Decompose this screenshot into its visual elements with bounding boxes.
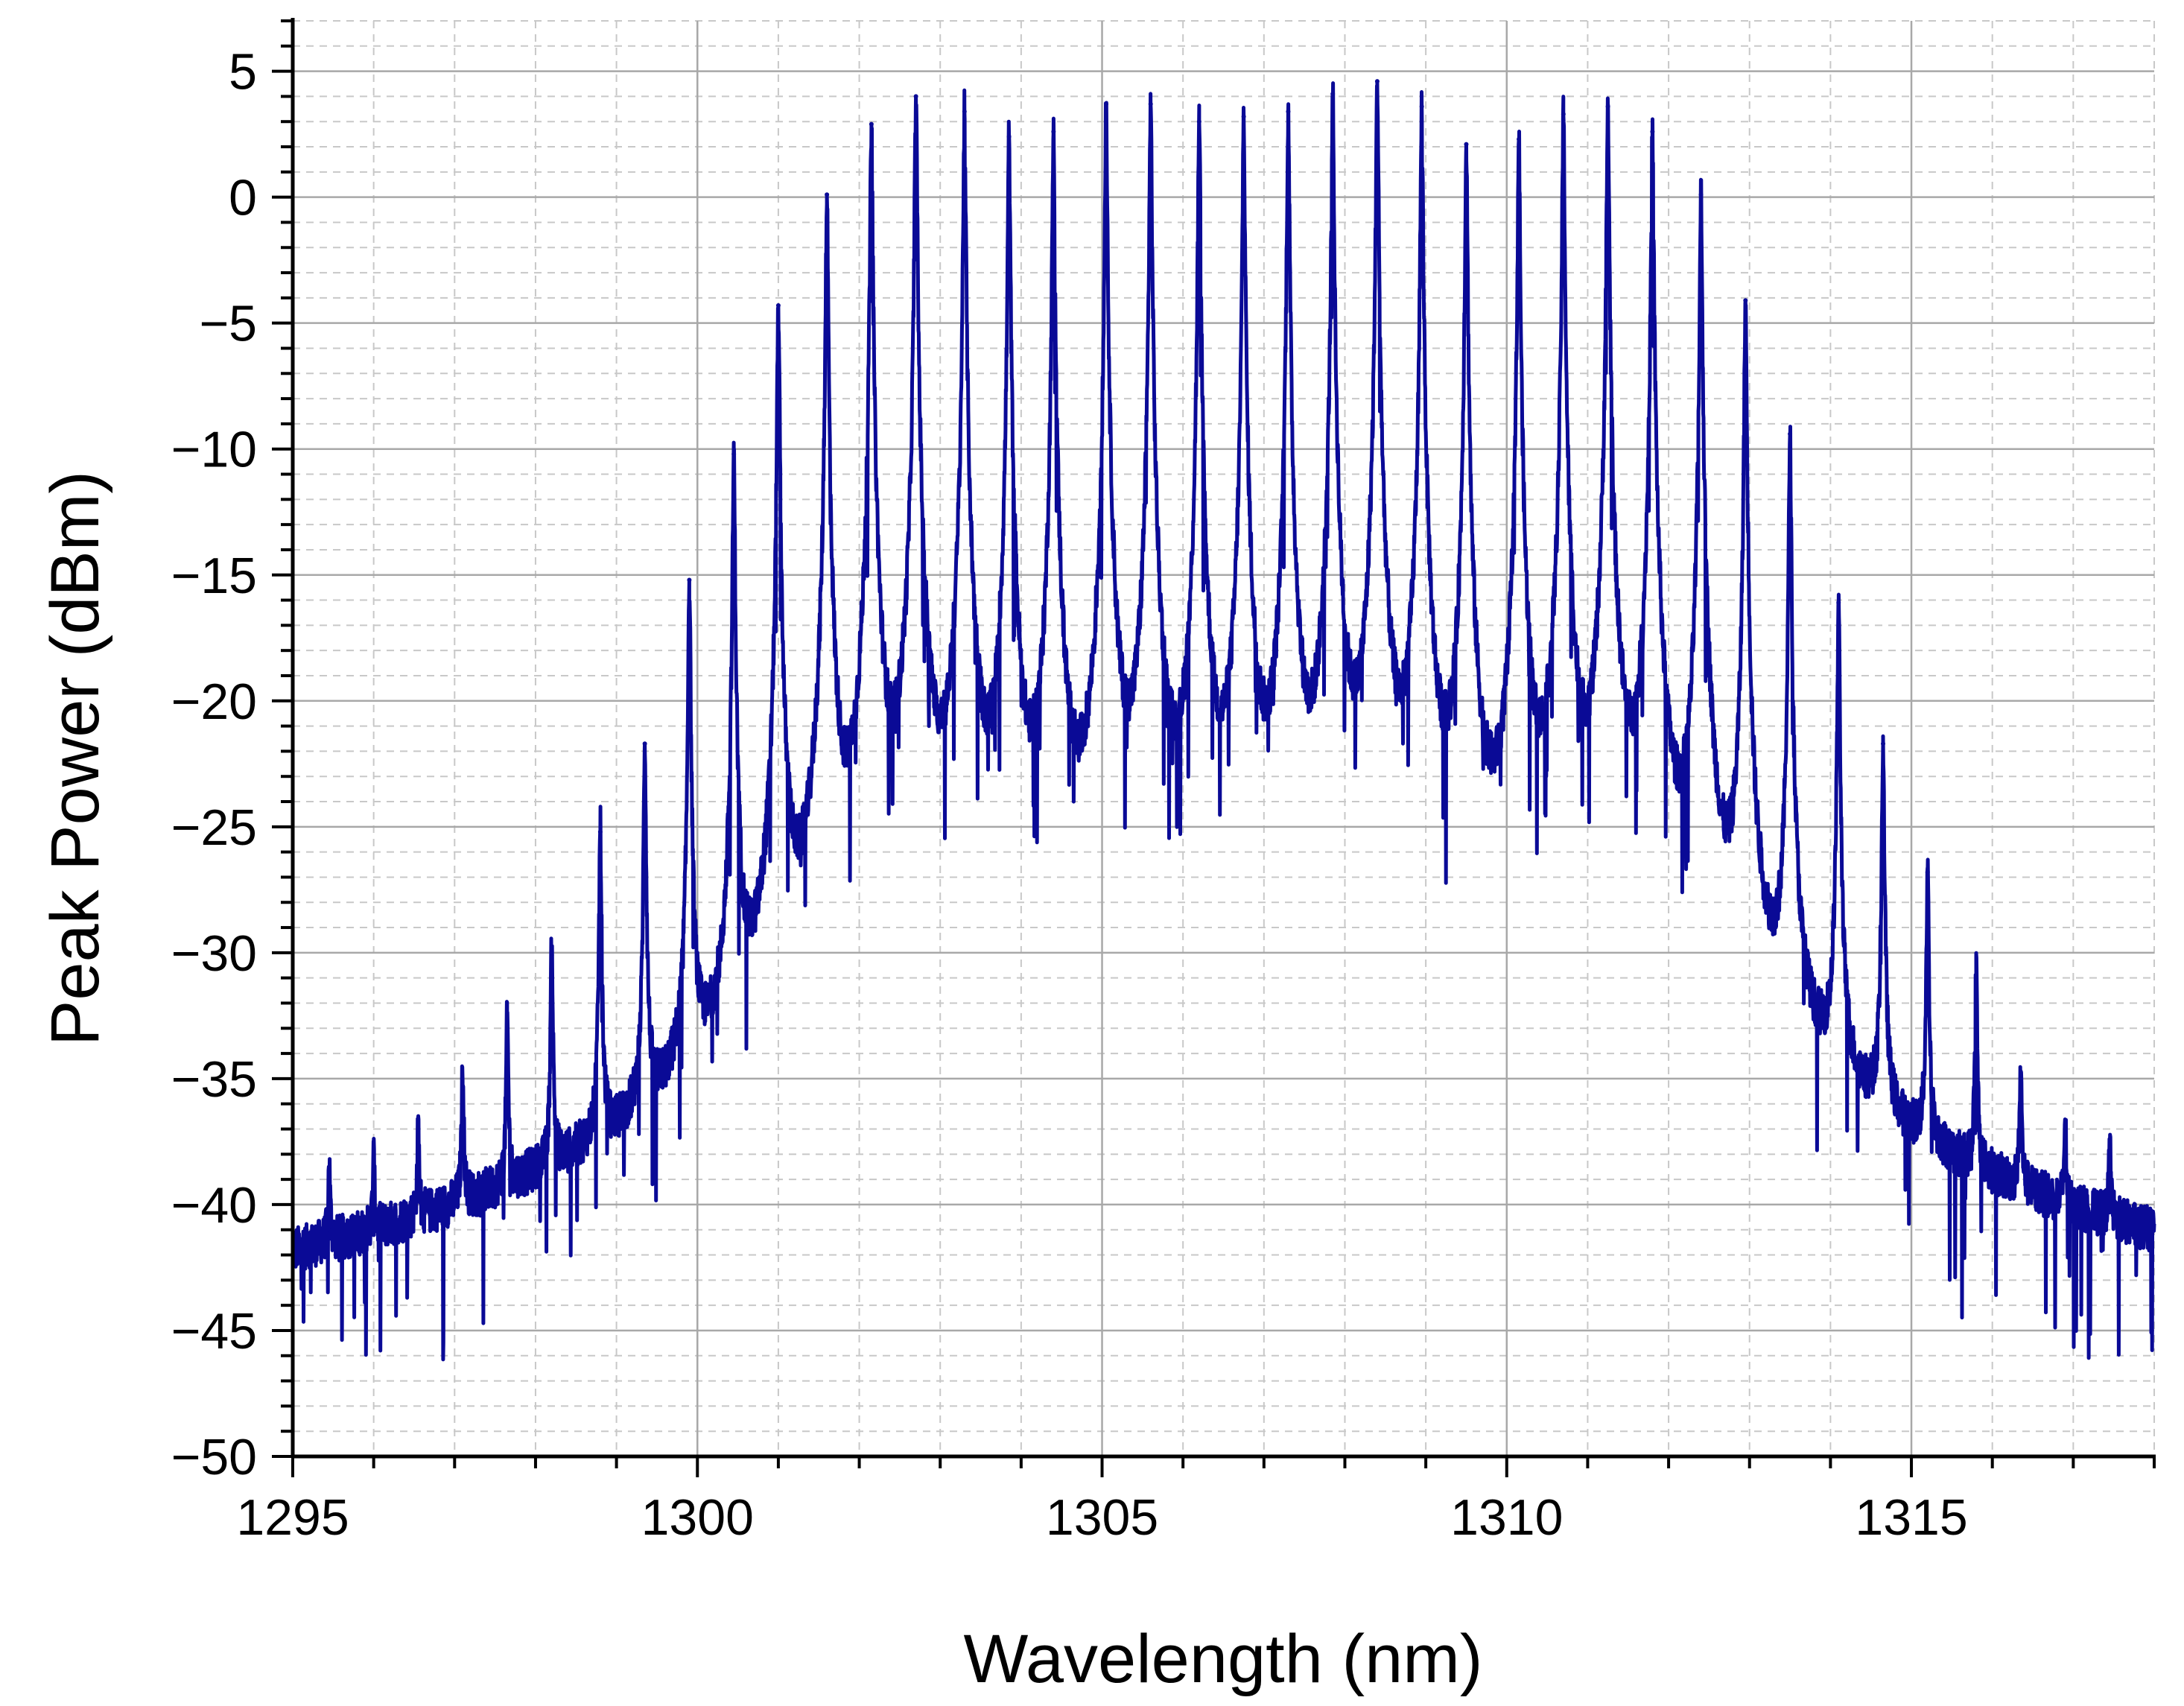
- y-tick-label: −5: [199, 296, 257, 352]
- y-tick-label: −20: [171, 673, 257, 730]
- peak-point: [1881, 741, 1886, 746]
- peak-point: [1103, 101, 1108, 107]
- y-tick-label: −50: [171, 1429, 257, 1485]
- peak-point: [1973, 980, 1978, 986]
- peak-point: [1925, 869, 1930, 875]
- x-tick-label: 1305: [1046, 1489, 1158, 1546]
- peak-point: [1006, 134, 1012, 139]
- peak-point: [326, 1227, 331, 1232]
- y-tick-label: −10: [171, 422, 257, 478]
- spectrum-series: [291, 79, 2156, 1362]
- peak-point: [597, 829, 603, 834]
- peak-point: [825, 192, 830, 197]
- peak-point: [642, 741, 647, 746]
- peak-point: [1196, 119, 1201, 124]
- y-axis-title: Peak Power (dBm): [37, 471, 113, 1046]
- peak-point: [1148, 101, 1153, 107]
- tick-labels: 1295 1300 1305 1310 1315 5 0 −5 −10 −15 −20 −25 −30 −…: [171, 44, 1968, 1546]
- peak-point: [1241, 114, 1246, 119]
- peak-point: [1051, 129, 1056, 134]
- peak-point: [1374, 79, 1380, 84]
- peak-point: [504, 1033, 510, 1038]
- peak-point: [962, 109, 967, 114]
- y-tick-label: −30: [171, 925, 257, 982]
- peak-point: [2107, 1210, 2112, 1215]
- peak-point: [731, 451, 737, 457]
- peak-point: [1836, 600, 1841, 605]
- x-axis-title: Wavelength (nm): [963, 1621, 1482, 1697]
- y-tick-label: 0: [229, 170, 257, 226]
- y-tick-label: −35: [171, 1051, 257, 1108]
- peak-point: [1743, 298, 1748, 303]
- peak-point: [1650, 129, 1655, 134]
- peak-point: [1698, 192, 1704, 197]
- y-tick-label: −25: [171, 799, 257, 856]
- peak-point: [2063, 1174, 2068, 1179]
- x-tick-label: 1295: [236, 1489, 349, 1546]
- peak-point: [1464, 142, 1469, 147]
- y-tick-label: 5: [229, 44, 257, 101]
- peak-point: [2018, 1096, 2023, 1101]
- peak-point: [687, 577, 692, 583]
- peak-point: [371, 1232, 376, 1237]
- x-tick-label: 1315: [1855, 1489, 1967, 1546]
- peak-point: [416, 1182, 421, 1187]
- peak-point: [549, 953, 554, 958]
- peak-point: [1419, 104, 1424, 109]
- peak-point: [1517, 136, 1522, 142]
- spectrum-trace: [291, 79, 2156, 1362]
- peak-point: [1561, 112, 1566, 117]
- y-tick-label: −45: [171, 1303, 257, 1360]
- peak-point: [1788, 431, 1793, 437]
- peak-point: [913, 94, 918, 99]
- x-tick-label: 1310: [1450, 1489, 1563, 1546]
- y-tick-label: −15: [171, 548, 257, 604]
- axes: [272, 18, 2156, 1477]
- peak-point: [1330, 92, 1336, 97]
- y-tick-label: −40: [171, 1177, 257, 1234]
- peak-point: [460, 1094, 466, 1099]
- peak-point: [775, 303, 781, 308]
- x-tick-label: 1300: [641, 1489, 754, 1546]
- peak-point: [1605, 104, 1610, 109]
- peak-point: [869, 121, 874, 127]
- peak-point: [1286, 109, 1291, 114]
